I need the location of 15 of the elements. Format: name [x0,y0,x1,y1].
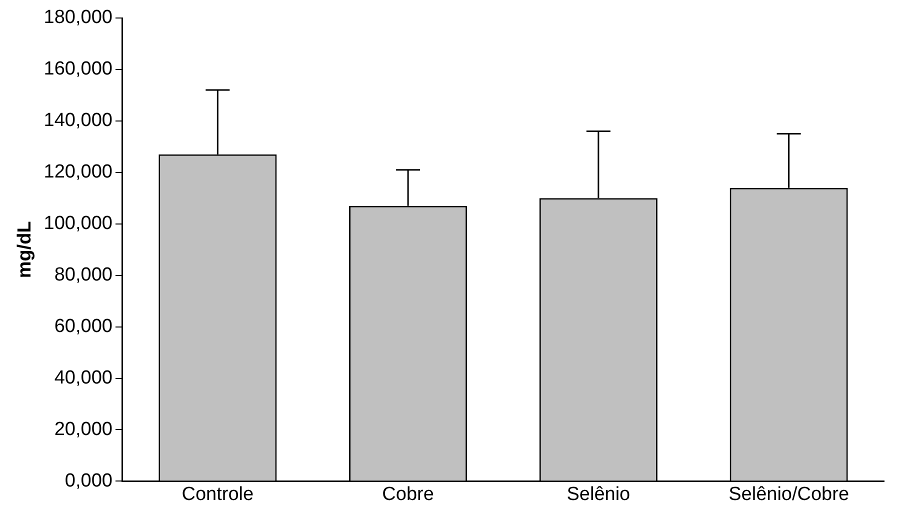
y-tick-label: 40,000 [54,368,112,388]
y-tick-label: 60,000 [54,316,112,338]
y-tick-label: 140,000 [44,110,112,132]
y-tick-label: 120,000 [44,162,112,183]
y-tick-label: 160,000 [44,58,112,80]
x-tick-label: Controle [182,484,254,505]
y-tick-label: 80,000 [54,264,112,286]
y-tick-label: 100,000 [44,213,112,234]
y-axis-title: mg/dL [14,220,36,278]
x-tick-label: Cobre [382,484,434,505]
x-tick-label: Selênio/Cobre [728,484,850,505]
y-tick-label: 180,000 [44,7,112,28]
x-tick-label: Selênio [566,484,630,505]
y-tick-label: 0,000 [64,470,112,492]
y-tick-label: 20,000 [54,418,112,440]
